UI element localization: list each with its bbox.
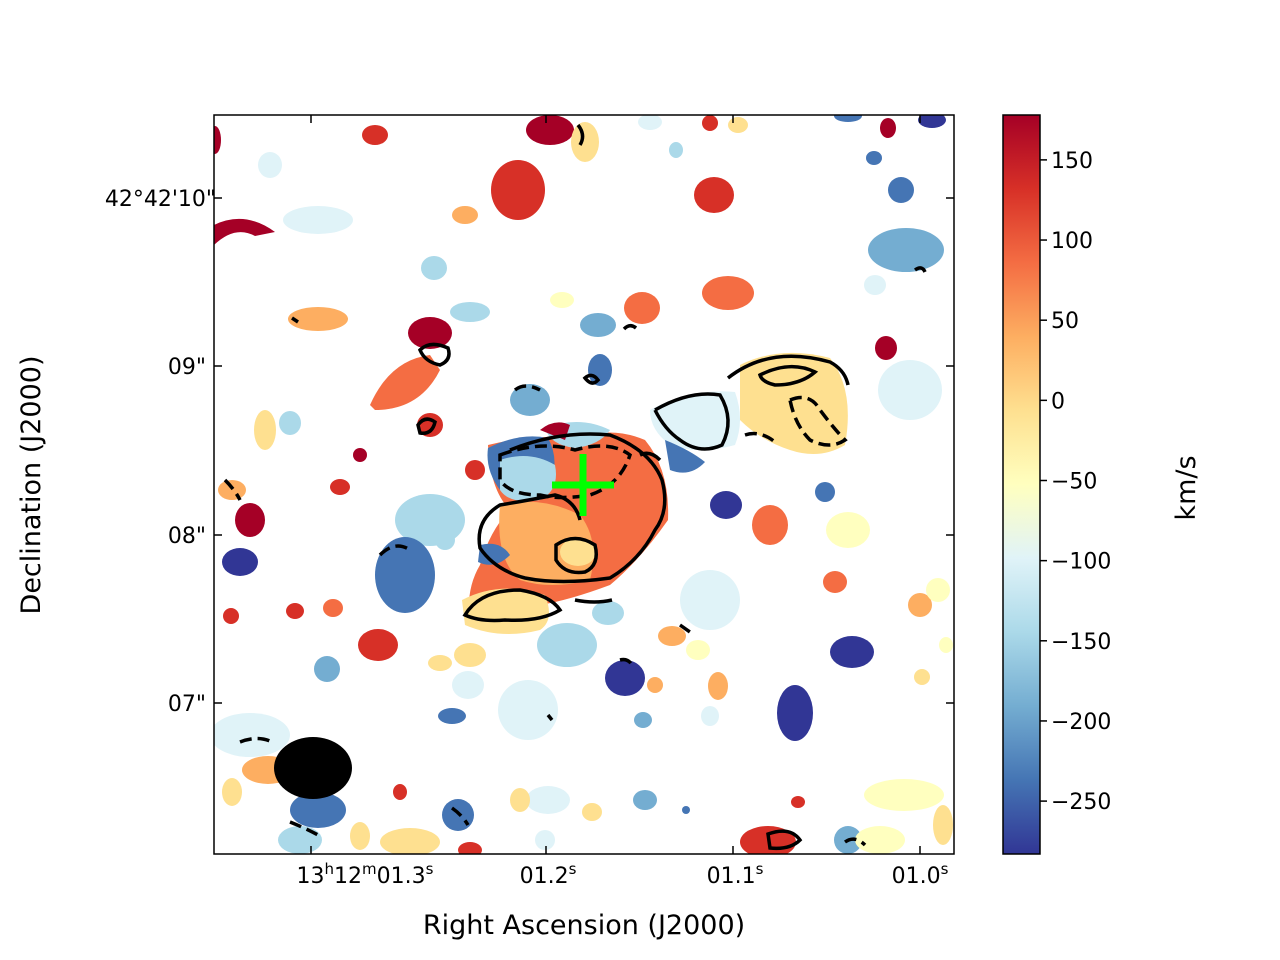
- colorbar-tick-label: −50: [1051, 469, 1097, 494]
- colorbar-tick-label: −200: [1051, 710, 1111, 735]
- intensity-contours: [416, 123, 927, 851]
- colorbar-tick-label: 50: [1051, 309, 1079, 334]
- colorbar-tick-label: −250: [1051, 790, 1111, 815]
- central-structure: [462, 352, 848, 634]
- velocity-map: [214, 115, 953, 854]
- negative-contours: [223, 316, 867, 847]
- x-tick-label: 01.2s: [520, 860, 577, 889]
- x-tick-label: 01.0s: [892, 860, 949, 889]
- y-tick-label: 09": [168, 355, 206, 380]
- y-axis-title: Declination (J2000): [16, 356, 47, 615]
- colorbar-tick-label: −100: [1051, 550, 1111, 575]
- x-tick-label: 13h12m01.3s: [297, 860, 434, 889]
- colorbar-tick-label: −150: [1051, 630, 1111, 655]
- source-position-marker: [552, 454, 614, 516]
- colorbar-label: km/s: [1171, 455, 1202, 520]
- plot-frame: [213, 114, 955, 855]
- y-tick-label: 08": [168, 524, 206, 549]
- colorbar: [1002, 114, 1041, 855]
- y-tick-label: 07": [168, 692, 206, 717]
- x-tick-label: 01.1s: [707, 860, 764, 889]
- y-tick-label: 42°42'10": [105, 187, 216, 212]
- beam-ellipse: [274, 737, 352, 799]
- colorbar-tick-label: 150: [1051, 149, 1093, 174]
- colorbar-tick-label: 0: [1051, 389, 1065, 414]
- x-axis-title: Right Ascension (J2000): [423, 910, 745, 941]
- plot-ticks: [214, 115, 954, 854]
- colorbar-tick-label: 100: [1051, 229, 1093, 254]
- colorbar-ticks: 150 100 50 0 −50 −100 −150 −200 −250: [1040, 149, 1111, 815]
- velocity-blobs: [214, 115, 953, 854]
